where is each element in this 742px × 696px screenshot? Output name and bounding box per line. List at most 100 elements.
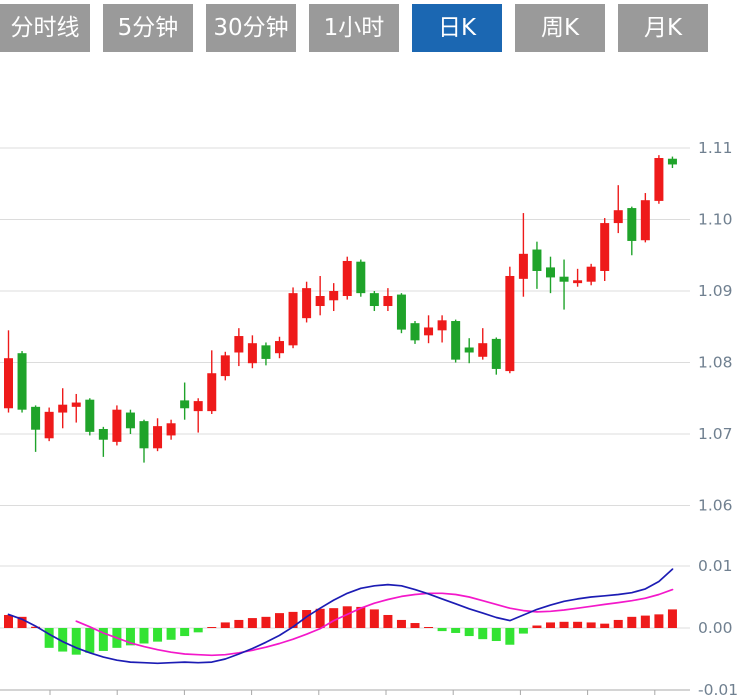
macd-bar-positive xyxy=(532,625,542,628)
macd-bar-positive xyxy=(315,608,325,628)
tab-1hour[interactable]: 1小时 xyxy=(309,4,399,52)
candle-up xyxy=(654,158,664,201)
macd-axis-label: -0.01 xyxy=(698,681,738,696)
macd-bar-positive xyxy=(640,615,650,628)
candle-up xyxy=(329,291,339,301)
candle-up xyxy=(613,210,623,224)
macd-bar-negative xyxy=(518,628,528,634)
candle-down xyxy=(125,412,135,429)
candle-up xyxy=(640,200,650,241)
macd-bar-positive xyxy=(4,614,13,628)
price-axis-label: 1.08 xyxy=(698,354,733,372)
candle-down xyxy=(139,421,149,449)
candle-down xyxy=(464,347,474,353)
macd-bar-positive xyxy=(396,619,406,628)
candle-up xyxy=(220,355,230,377)
macd-bar-negative xyxy=(166,628,176,640)
macd-dif-line xyxy=(7,568,674,665)
macd-bar-negative xyxy=(180,628,190,637)
candle-up xyxy=(58,404,68,413)
macd-bar-positive xyxy=(667,609,677,628)
macd-bar-positive xyxy=(424,627,434,628)
tab-daily-k[interactable]: 日K xyxy=(412,4,502,52)
period-tab-bar: 分时线 5分钟 30分钟 1小时 日K 周K 月K xyxy=(0,4,708,52)
candle-up xyxy=(302,288,312,319)
macd-bar-positive xyxy=(627,616,637,628)
candle-up xyxy=(342,260,352,297)
macd-bar-positive xyxy=(654,614,664,628)
price-axis-label: 1.07 xyxy=(698,425,733,443)
candle-up xyxy=(573,280,583,284)
candle-down xyxy=(667,158,677,165)
candle-up xyxy=(112,409,122,442)
candle-up xyxy=(71,402,81,407)
macd-bar-positive xyxy=(17,616,27,628)
price-axis-label: 1.11 xyxy=(698,139,733,157)
candle-down xyxy=(546,267,555,278)
candle-down xyxy=(261,345,271,359)
candle-up xyxy=(586,266,596,282)
macd-axis-label: 0.00 xyxy=(698,619,733,637)
candle-down xyxy=(532,249,542,271)
tab-monthly-k[interactable]: 月K xyxy=(618,4,708,52)
candle-down xyxy=(180,400,190,409)
macd-bar-negative xyxy=(44,628,54,648)
candle-up xyxy=(44,411,54,439)
macd-bar-positive xyxy=(600,623,610,628)
macd-bar-negative xyxy=(58,628,68,652)
price-axis-label: 1.06 xyxy=(698,497,733,515)
macd-bar-negative xyxy=(125,628,135,646)
macd-bar-negative xyxy=(464,628,474,637)
macd-bar-positive xyxy=(288,611,298,628)
candle-up xyxy=(437,320,447,331)
candle-down xyxy=(31,406,41,430)
macd-bar-positive xyxy=(410,623,420,628)
candle-up xyxy=(275,341,284,354)
macd-bar-negative xyxy=(193,628,203,633)
tab-time-line[interactable]: 分时线 xyxy=(0,4,90,52)
candle-down xyxy=(410,323,420,341)
macd-bar-positive xyxy=(207,627,217,628)
macd-bar-positive xyxy=(342,606,352,628)
macd-bar-positive xyxy=(356,606,366,628)
candle-up xyxy=(315,296,325,307)
macd-bar-positive xyxy=(234,619,244,628)
candle-down xyxy=(17,353,27,410)
candle-up xyxy=(234,336,244,353)
candle-up xyxy=(207,373,217,412)
macd-axis-label: 0.01 xyxy=(698,557,733,575)
macd-bar-negative xyxy=(71,628,81,655)
candle-up xyxy=(600,223,610,271)
candle-down xyxy=(491,338,501,369)
candle-up xyxy=(153,426,163,449)
macd-bar-positive xyxy=(247,618,257,628)
candle-down xyxy=(85,399,95,432)
macd-bar-positive xyxy=(369,609,379,628)
macd-bar-positive xyxy=(613,619,623,628)
candle-down xyxy=(627,208,637,241)
candle-up xyxy=(288,293,298,346)
macd-bar-negative xyxy=(98,628,108,651)
candle-up xyxy=(478,343,488,357)
candle-up xyxy=(166,423,176,436)
macd-bar-negative xyxy=(153,628,163,642)
macd-bar-positive xyxy=(261,616,271,628)
candle-up xyxy=(383,296,393,307)
macd-bar-positive xyxy=(329,608,339,628)
tab-weekly-k[interactable]: 周K xyxy=(515,4,605,52)
macd-bar-positive xyxy=(586,622,596,628)
macd-bar-positive xyxy=(31,626,41,628)
macd-bar-positive xyxy=(383,614,393,628)
macd-bar-negative xyxy=(491,628,501,642)
macd-bar-negative xyxy=(85,628,95,653)
macd-bar-positive xyxy=(302,610,312,628)
macd-bar-positive xyxy=(573,621,583,628)
tab-30min[interactable]: 30分钟 xyxy=(206,4,296,52)
candle-up xyxy=(505,275,515,372)
price-axis-label: 1.10 xyxy=(698,211,733,229)
tab-5min[interactable]: 5分钟 xyxy=(103,4,193,52)
price-axis-label: 1.09 xyxy=(698,282,733,300)
candle-up xyxy=(247,343,257,364)
